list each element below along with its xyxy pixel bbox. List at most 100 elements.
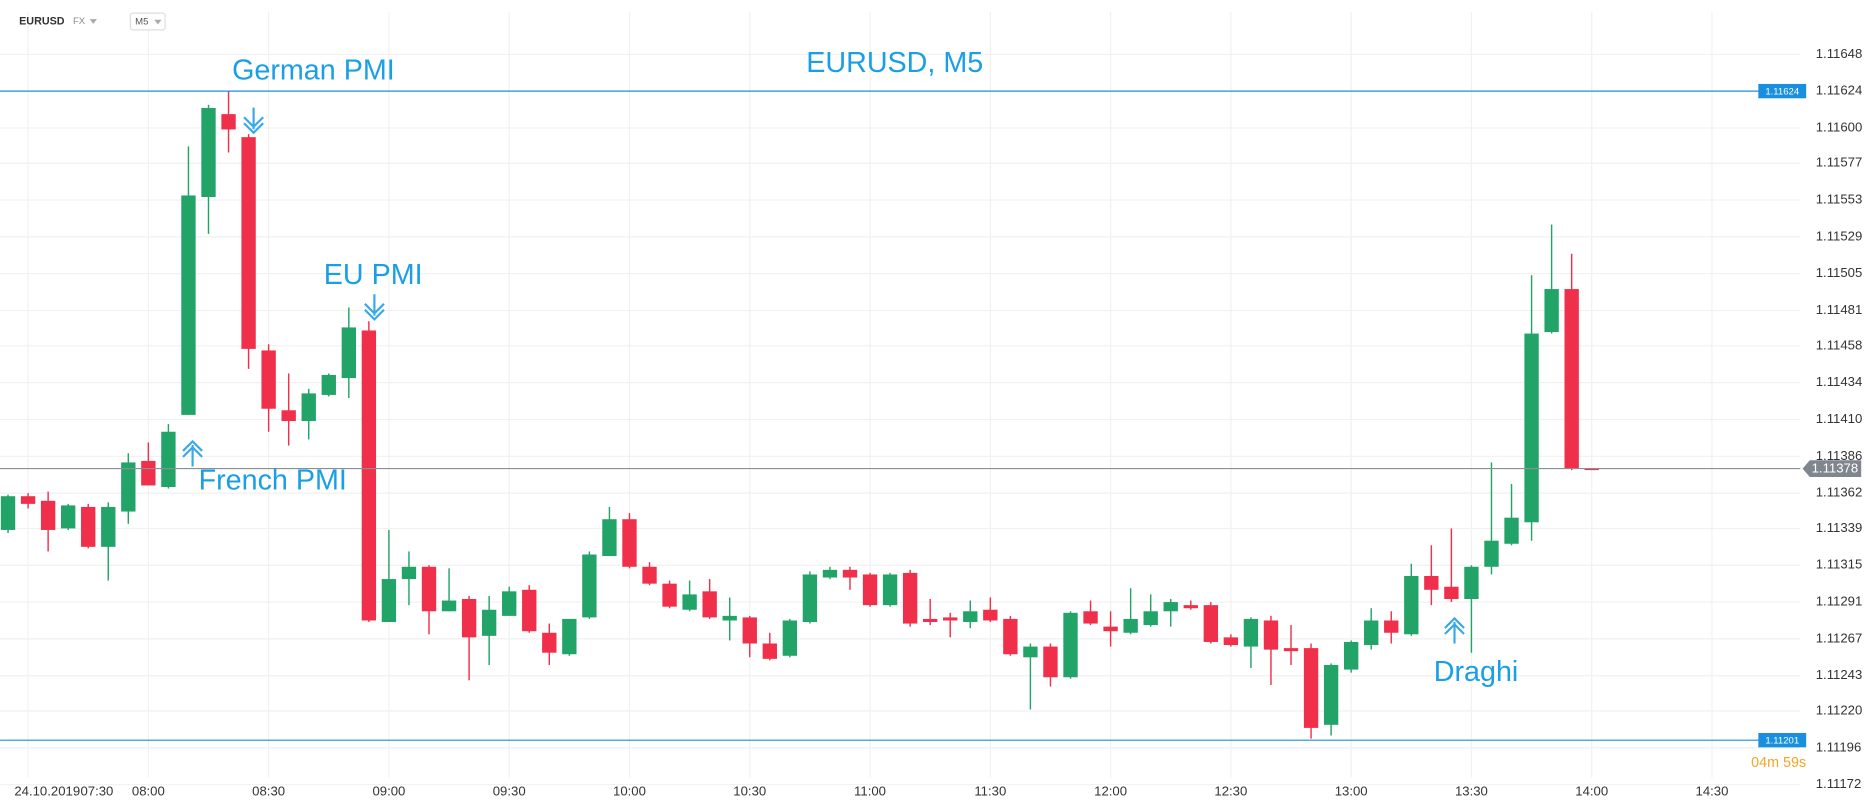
candle-body xyxy=(582,554,597,618)
candle-body xyxy=(481,609,497,636)
candle-body xyxy=(943,617,958,621)
y-tick-label: 1.11410 xyxy=(1816,411,1863,426)
y-tick-label: 1.11577 xyxy=(1816,155,1863,170)
annotation: EU PMI xyxy=(324,259,423,291)
x-tick-label: 14:30 xyxy=(1696,783,1729,798)
candle-body xyxy=(1183,605,1198,609)
arrow-up xyxy=(182,439,203,467)
candle-body xyxy=(702,591,717,618)
candle-body xyxy=(401,566,417,580)
candle-body xyxy=(1283,648,1299,652)
candle-body xyxy=(1083,611,1098,624)
x-tick-label: 09:30 xyxy=(493,783,526,798)
candle-body xyxy=(662,583,677,607)
candle-body xyxy=(1484,540,1499,567)
candle-body xyxy=(1364,620,1379,646)
candle-body xyxy=(542,632,557,653)
candle-body xyxy=(1163,602,1178,612)
candle-body xyxy=(922,618,938,623)
candle-body xyxy=(121,462,136,512)
countdown: 04m 59s xyxy=(1751,755,1806,771)
x-tick-label: 10:00 xyxy=(613,783,646,798)
symbol[interactable]: EURUSD xyxy=(19,15,65,27)
y-tick-label: 1.11196 xyxy=(1816,739,1862,754)
candle-body xyxy=(301,393,316,422)
candle-body xyxy=(0,496,16,530)
candle-body xyxy=(782,620,798,656)
grid: 1.11648 1.11624 1.11600 1.11577 1.11553 1.115… xyxy=(0,11,1863,798)
candle-body xyxy=(461,599,477,638)
candles xyxy=(0,91,1599,739)
candle-body xyxy=(101,506,116,547)
candle-body xyxy=(261,350,276,409)
candle-body xyxy=(201,108,216,197)
y-tick-label: 1.11339 xyxy=(1816,520,1863,535)
candle-body xyxy=(1203,605,1219,642)
candle-body xyxy=(642,566,657,584)
candle-body xyxy=(1564,289,1579,469)
y-tick-label: 1.11434 xyxy=(1816,374,1863,389)
chart-title: EURUSD, M5 xyxy=(806,47,983,79)
x-tick-label: 12:00 xyxy=(1094,783,1127,798)
x-tick-label: 11:30 xyxy=(974,783,1006,798)
y-tick-label: 1.11267 xyxy=(1816,630,1863,645)
y-tick-label: 1.11648 xyxy=(1816,46,1863,61)
candle-body xyxy=(20,496,36,504)
candle-body xyxy=(281,410,296,422)
annotation: French PMI xyxy=(199,465,347,497)
x-tick-label: 08:30 xyxy=(252,783,285,798)
x-tick-label: 09:00 xyxy=(372,783,405,798)
candle-body xyxy=(161,431,176,487)
candle-body xyxy=(141,460,156,486)
market-dropdown[interactable] xyxy=(89,19,97,24)
x-tick-label: 07:30 xyxy=(80,783,113,798)
candle-body xyxy=(682,594,697,610)
x-tick-label: 14:00 xyxy=(1575,783,1608,798)
current-price-tag xyxy=(1802,460,1862,477)
candle-body xyxy=(241,137,256,349)
y-tick-label: 1.11505 xyxy=(1816,265,1863,280)
timeframe-box[interactable] xyxy=(129,12,166,31)
x-tick-label: 13:00 xyxy=(1335,783,1368,798)
candle-body xyxy=(341,327,357,379)
current-price-label: 1.11378 xyxy=(1812,461,1859,476)
arrow-down xyxy=(243,107,264,135)
candle-body xyxy=(1043,646,1058,678)
level-tag-label: 1.11624 xyxy=(1765,86,1799,97)
candle-body xyxy=(1404,575,1419,635)
timeframe[interactable]: M5 xyxy=(135,17,148,28)
candle-body xyxy=(1444,586,1459,600)
candle-body xyxy=(842,569,858,578)
x-tick-label: 12:30 xyxy=(1214,783,1247,798)
candle-body xyxy=(181,195,196,415)
candle-body xyxy=(1323,664,1339,725)
y-tick-label: 1.11481 xyxy=(1816,302,1863,317)
y-tick-label: 1.11243 xyxy=(1816,667,1863,682)
candle-body xyxy=(1343,641,1359,670)
candle-body xyxy=(1063,612,1078,678)
candle-body xyxy=(983,609,998,621)
y-tick-label: 1.11220 xyxy=(1816,702,1863,717)
market[interactable]: FX xyxy=(73,16,86,27)
candle-body xyxy=(1464,566,1479,600)
annotation: German PMI xyxy=(232,54,395,86)
candle-body xyxy=(862,574,878,606)
candle-body xyxy=(1263,620,1279,650)
candle-body xyxy=(1003,618,1018,655)
candle-body xyxy=(742,617,757,644)
candle-body xyxy=(802,574,818,623)
annotation: Draghi xyxy=(1434,656,1519,688)
candle-body xyxy=(361,330,377,621)
candle-body xyxy=(1524,333,1539,523)
y-tick-label: 1.11529 xyxy=(1816,228,1863,243)
y-tick-label: 1.11172 xyxy=(1816,776,1862,791)
candle-body xyxy=(762,643,777,659)
candle-body xyxy=(522,589,537,632)
y-tick-label: 1.11291 xyxy=(1816,594,1863,609)
timeframe-dropdown xyxy=(154,19,162,25)
candle-body xyxy=(502,591,517,616)
candle-body xyxy=(1384,620,1399,633)
level-tag xyxy=(1758,83,1807,99)
